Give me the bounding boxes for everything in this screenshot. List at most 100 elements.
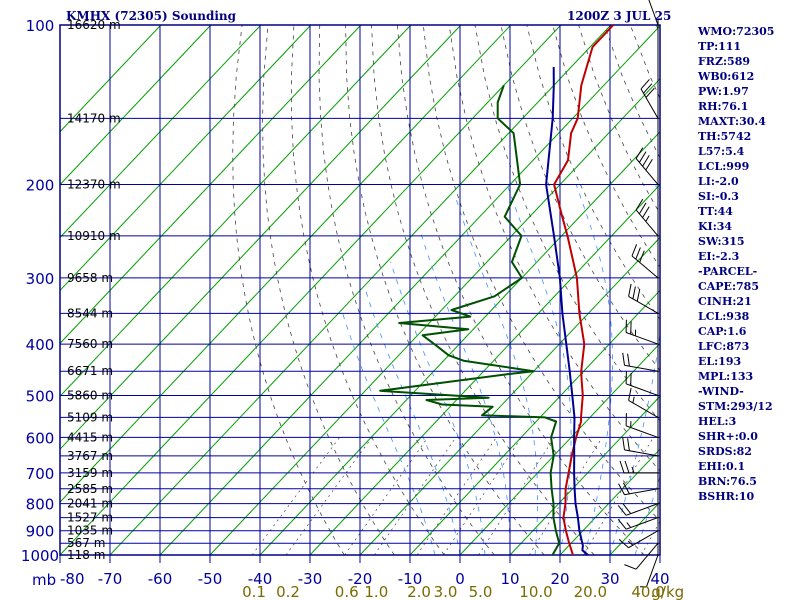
index-22: EL:193 — [698, 355, 741, 368]
index-17: CAPE:785 — [698, 280, 759, 293]
wind-barb-staff — [625, 332, 659, 345]
wind-barb-feather — [627, 438, 630, 451]
wind-barb-feather — [628, 387, 632, 401]
height-label: 2585 m — [67, 482, 113, 496]
isotherm-line — [559, 448, 660, 555]
index-29: EHI:0.1 — [698, 460, 745, 473]
height-label: 5860 m — [67, 388, 113, 402]
moist-adiabat-line — [419, 231, 511, 555]
mixing-ratio-tick-label: 0.6 — [335, 583, 359, 600]
mixing-ratio-tick-label: 5.0 — [469, 583, 493, 600]
index-28: SRDS:82 — [698, 445, 752, 458]
index-15: EI:-2.3 — [698, 250, 739, 263]
pressure-tick-label: 200 — [26, 177, 55, 195]
mixing-ratio-line — [251, 437, 340, 555]
index-23: MPL:133 — [698, 370, 753, 383]
wind-barb — [648, 0, 659, 26]
temperature-tick-label: 40 — [650, 570, 669, 588]
height-label: 10910 m — [67, 229, 121, 243]
height-label: 4415 m — [67, 430, 113, 444]
wind-barb-feather — [635, 247, 641, 260]
temperature-tick-label: 10 — [500, 570, 519, 588]
pressure-tick-label: 500 — [26, 387, 55, 405]
mixing-ratio-tick-label: 0.1 — [242, 583, 266, 600]
mixing-ratio-tick-label: 2.0 — [407, 583, 431, 600]
height-label: 16620 m — [67, 18, 121, 32]
wind-barb-half-feather — [632, 396, 635, 404]
wind-barb-feather — [628, 283, 632, 297]
pressure-unit-label: mb — [32, 571, 56, 589]
wind-barb-feather — [638, 151, 647, 163]
index-18: CINH:21 — [698, 295, 752, 308]
wind-barb-staff — [624, 364, 659, 372]
pressure-tick-label: 900 — [26, 523, 55, 541]
index-10: LI:-2.0 — [698, 175, 739, 188]
height-label: 8544 m — [67, 306, 113, 320]
pressure-tick-label: 300 — [26, 270, 55, 288]
wind-barb-staff — [628, 530, 659, 549]
temperature-tick-label: 20 — [550, 570, 569, 588]
mixing-ratio-unit-label: g/kg — [651, 583, 684, 600]
parcel-profile-line — [545, 66, 590, 555]
wind-barb-feather — [645, 87, 655, 98]
mixing-ratio-line — [583, 437, 654, 555]
wind-barb-staff — [625, 383, 659, 396]
isotherm-line — [60, 25, 212, 186]
wind-barb-feather — [627, 353, 630, 367]
height-label: 3159 m — [67, 466, 113, 480]
wind-barb-feather — [622, 482, 630, 495]
moist-adiabat-line — [454, 195, 538, 555]
index-14: SW:315 — [698, 235, 745, 248]
temperature-tick-label: -10 — [398, 570, 423, 588]
pressure-tick-label: 1000 — [21, 547, 59, 565]
mixing-ratio-line — [641, 520, 660, 555]
wind-barb-feather — [639, 250, 645, 263]
wind-barb — [618, 482, 659, 496]
wind-barb-half-feather — [645, 215, 650, 222]
wind-barb-feather — [640, 79, 650, 90]
index-4: PW:1.97 — [698, 85, 749, 98]
wind-barb — [617, 517, 659, 530]
pressure-tick-label: 800 — [26, 496, 55, 514]
mixing-ratio-line — [285, 437, 373, 555]
wind-barb — [618, 530, 659, 549]
wind-barb-staff — [625, 517, 659, 530]
wind-barb — [625, 319, 659, 345]
height-label: 1035 m — [67, 524, 113, 538]
chart-title: KMHX (72305) Sounding — [66, 9, 237, 23]
pressure-tick-label: 400 — [26, 336, 55, 354]
wind-barb-staff — [625, 425, 659, 438]
dewpoint-profile-line — [379, 85, 561, 555]
height-label: 1527 m — [67, 511, 113, 525]
wind-barb-feather — [645, 158, 653, 171]
index-24: -WIND- — [698, 385, 744, 398]
wind-barb-feather — [631, 244, 638, 257]
height-label: 6671 m — [67, 364, 113, 378]
wind-barb-half-feather — [627, 540, 634, 546]
temperature-tick-label: -30 — [298, 570, 323, 588]
mixing-ratio-tick-label: 3.0 — [434, 583, 458, 600]
wind-barb-staff — [624, 449, 659, 457]
wind-barb-feather — [638, 202, 647, 214]
pressure-tick-label: 100 — [26, 17, 55, 35]
wind-barb — [635, 147, 659, 185]
index-2: FRZ:589 — [698, 55, 750, 68]
wind-barb-feather — [622, 503, 632, 514]
index-16: -PARCEL- — [698, 265, 757, 278]
temperature-tick-label: 0 — [455, 570, 465, 588]
height-label: 12370 m — [67, 178, 121, 192]
wind-barb-half-feather — [631, 466, 635, 474]
index-30: BRN:76.5 — [698, 475, 757, 488]
wind-barb-feather — [643, 83, 653, 94]
wind-barb-half-feather — [626, 522, 632, 528]
wind-barb-feather — [617, 518, 627, 530]
index-11: SI:-0.3 — [698, 190, 739, 203]
index-27: SHR+:0.0 — [698, 430, 758, 443]
wind-barb — [625, 413, 659, 438]
wind-barb — [622, 437, 659, 457]
mixing-ratio-tick-label: 1.0 — [364, 583, 388, 600]
index-25: STM:293/12 — [698, 400, 773, 413]
wind-barb-feather — [618, 483, 625, 495]
wind-barb — [635, 198, 659, 237]
